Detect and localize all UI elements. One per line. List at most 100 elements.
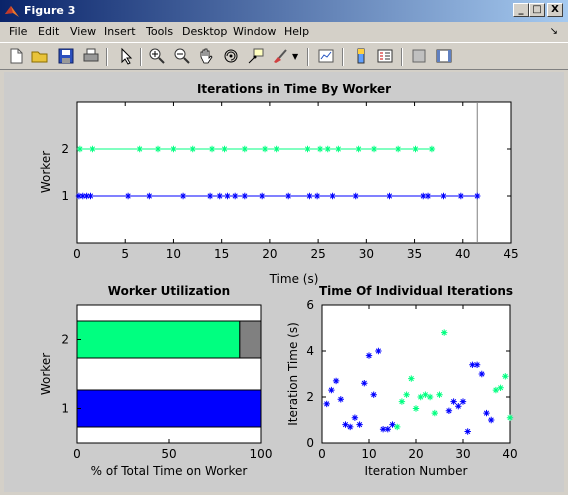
- chart3-point-worker-2: [441, 329, 448, 336]
- chart1-x-tick-label: 35: [407, 247, 422, 261]
- chart3-point-worker-1: [337, 396, 344, 403]
- open-folder-icon[interactable]: [31, 47, 49, 65]
- menu-tools[interactable]: Tools: [146, 25, 174, 38]
- chart3-point-worker-1: [370, 391, 377, 398]
- toolbar-separator: [106, 48, 108, 66]
- close-button[interactable]: X: [547, 3, 563, 17]
- chart2-bar-worker-1: [76, 389, 262, 428]
- chart3-point-worker-2: [408, 375, 415, 382]
- chart3-point-worker-1: [450, 398, 457, 405]
- chart1-point-worker-2: [324, 145, 331, 153]
- save-icon[interactable]: [57, 47, 75, 65]
- chart1-point-worker-1: [231, 192, 239, 200]
- chart1-x-tick-label: 25: [310, 247, 325, 261]
- chart1-point-worker-2: [412, 145, 419, 153]
- zoom-in-icon[interactable]: [148, 47, 166, 65]
- chart3-ylabel: Iteration Time (s): [286, 322, 300, 426]
- chart1-xlabel: Time (s): [269, 272, 319, 286]
- chart3-point-worker-1: [464, 428, 471, 435]
- chart3-point-worker-2: [436, 391, 443, 398]
- menubar-dock-arrow-icon[interactable]: ↘: [549, 26, 558, 37]
- chart1-point-worker-2: [355, 145, 362, 153]
- chart1-point-worker-1: [241, 192, 249, 200]
- chart1-title: Iterations in Time By Worker: [197, 82, 391, 96]
- chart1-point-worker-2: [261, 145, 269, 153]
- chart3-y-tick-label: 4: [306, 344, 314, 358]
- toolbar-separator: [307, 48, 309, 66]
- chart1-y-tick-label: 1: [61, 189, 69, 203]
- chart1-x-tick-label: 20: [262, 247, 277, 261]
- chart1-point-worker-1: [474, 192, 481, 200]
- chart1-point-worker-2: [89, 145, 96, 153]
- chart2-x-tick-label: 0: [73, 447, 81, 461]
- chart3-point-worker-1: [365, 352, 373, 359]
- menu-edit[interactable]: Edit: [38, 25, 60, 38]
- chart3-x-tick-label: 20: [408, 447, 423, 461]
- chart3-point-worker-2: [403, 391, 410, 398]
- chart1-point-worker-2: [76, 145, 84, 153]
- chart1-point-worker-2: [273, 145, 280, 153]
- chart-worker-utilization: Worker Utilization % of Total Time on Wo…: [39, 284, 272, 478]
- chart1-point-worker-1: [83, 192, 90, 200]
- pointer-icon[interactable]: [117, 47, 135, 65]
- chart3-point-worker-1: [455, 403, 462, 410]
- rotate-3d-icon[interactable]: [222, 47, 240, 65]
- print-icon[interactable]: [82, 47, 100, 65]
- chart3-point-worker-2: [422, 391, 429, 398]
- chart3-point-worker-1: [375, 347, 382, 355]
- chart1-point-worker-1: [285, 192, 292, 200]
- show-plot-tools-icon[interactable]: [435, 47, 453, 65]
- chart1-x-tick-label: 15: [214, 247, 229, 261]
- brush-icon[interactable]: [271, 47, 289, 65]
- window-titlebar[interactable]: Figure 3 _ □ X: [0, 0, 568, 22]
- chart1-point-worker-1: [258, 192, 266, 200]
- menu-insert[interactable]: Insert: [104, 25, 136, 38]
- chart1-point-worker-1: [386, 192, 393, 200]
- chart1-point-worker-1: [206, 192, 214, 200]
- minimize-button[interactable]: _: [513, 3, 529, 17]
- chart3-xlabel: Iteration Number: [365, 464, 468, 478]
- chart3-point-worker-1: [342, 421, 349, 428]
- chart3-point-worker-2: [497, 384, 504, 391]
- menu-bar: File Edit View Insert Tools Desktop Wind…: [0, 22, 568, 42]
- chart3-point-worker-1: [389, 421, 396, 428]
- data-cursor-icon[interactable]: [247, 47, 265, 65]
- chart3-point-worker-2: [412, 405, 420, 412]
- zoom-out-icon[interactable]: [173, 47, 191, 65]
- chart1-point-worker-2: [221, 145, 228, 153]
- menu-help[interactable]: Help: [284, 25, 310, 38]
- chart3-point-worker-2: [398, 398, 406, 405]
- hide-plot-tools-icon[interactable]: [410, 47, 428, 65]
- chart1-y-tick-label: 2: [61, 142, 69, 156]
- chart2-bar-remainder-worker-2: [239, 320, 262, 359]
- chart3-point-worker-1: [347, 423, 354, 431]
- pan-hand-icon[interactable]: [197, 47, 215, 65]
- chart2-x-tick-label: 100: [250, 447, 273, 461]
- chart1-point-worker-2: [335, 145, 342, 153]
- matlab-logo-icon: [5, 6, 19, 17]
- chart3-point-worker-1: [384, 426, 391, 433]
- colorbar-icon[interactable]: [352, 47, 370, 65]
- chart1-point-worker-1: [313, 192, 321, 200]
- chart2-ylabel: Worker: [39, 353, 53, 395]
- chart3-point-worker-1: [478, 370, 485, 378]
- menu-view[interactable]: View: [70, 25, 97, 38]
- menu-file[interactable]: File: [9, 25, 28, 38]
- link-plot-icon[interactable]: [317, 47, 335, 65]
- chart1-x-tick-label: 30: [359, 247, 374, 261]
- chart2-y-tick-label: 1: [61, 402, 69, 416]
- chart3-point-worker-1: [351, 414, 359, 421]
- new-file-icon[interactable]: [7, 47, 25, 65]
- chart3-point-worker-1: [483, 409, 490, 417]
- chart1-point-worker-2: [136, 145, 143, 153]
- chart3-point-worker-1: [379, 426, 387, 433]
- brush-dropdown-arrow-icon[interactable]: ▼: [292, 52, 299, 61]
- menu-window[interactable]: Window: [233, 25, 277, 38]
- maximize-button[interactable]: □: [529, 3, 545, 17]
- chart1-point-worker-1: [224, 192, 231, 200]
- chart1-point-worker-2: [208, 145, 216, 153]
- menu-desktop[interactable]: Desktop: [182, 25, 228, 38]
- legend-icon[interactable]: [376, 47, 394, 65]
- chart3-point-worker-1: [473, 361, 481, 368]
- chart1-point-worker-1: [87, 192, 94, 200]
